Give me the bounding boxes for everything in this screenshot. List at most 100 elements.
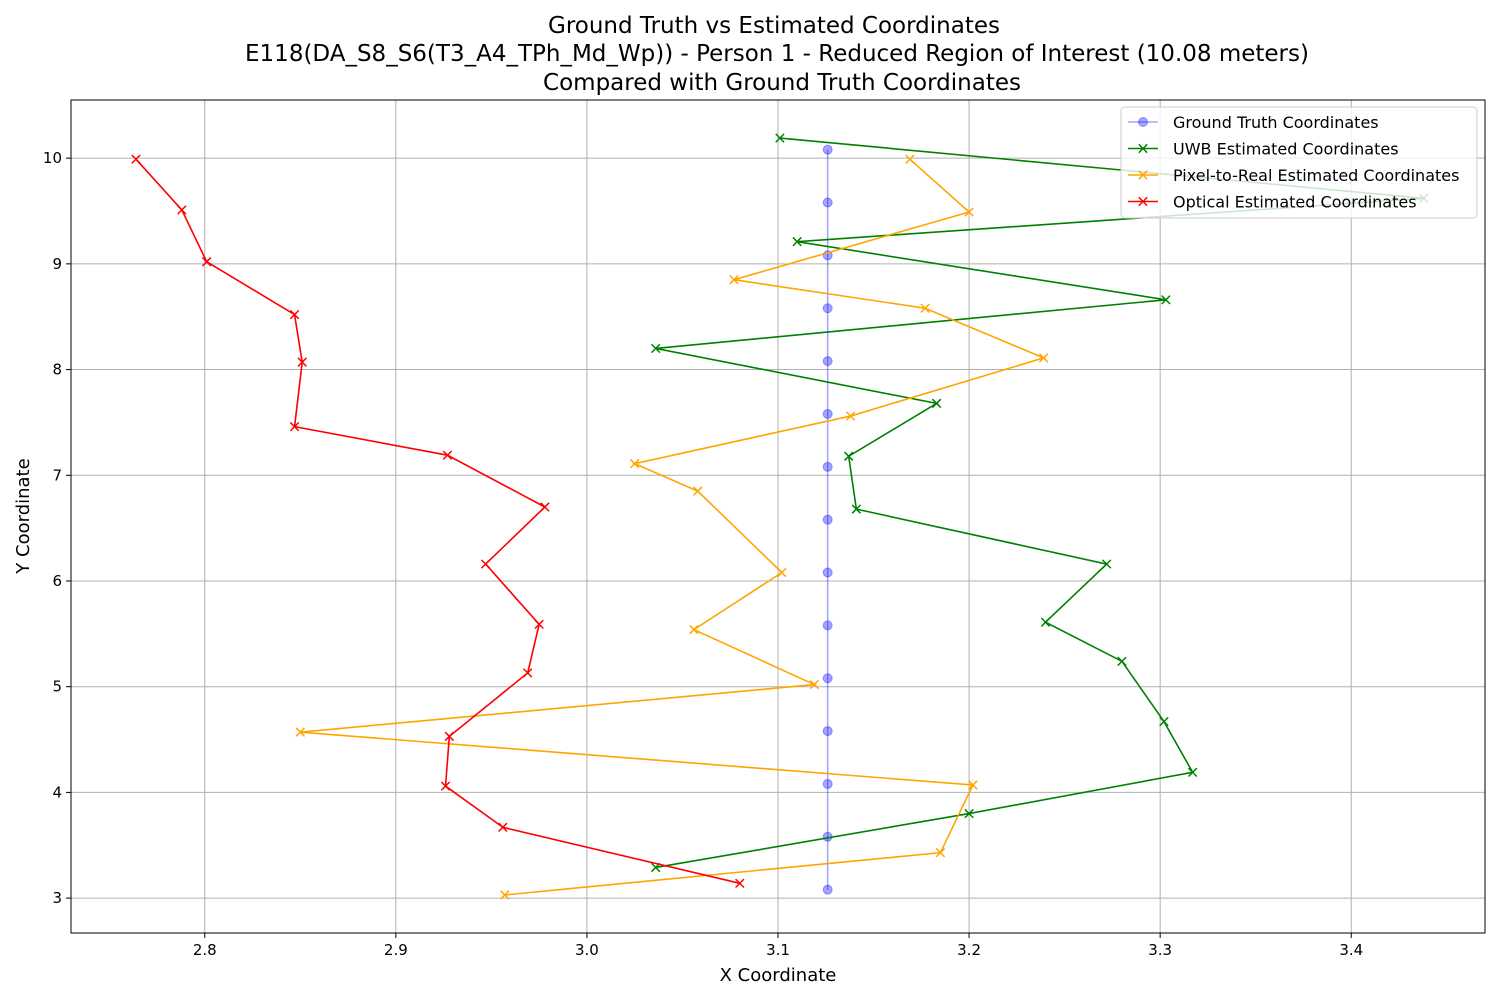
- legend-label: Ground Truth Coordinates: [1173, 113, 1379, 132]
- y-axis-ticks: 3 4 5 6 7 8 9 10: [43, 149, 71, 907]
- series-ground-truth-coordinates: [822, 144, 833, 895]
- legend-marker: [1138, 196, 1148, 207]
- y-tick-label: 5: [52, 678, 62, 696]
- y-tick-label: 4: [52, 783, 62, 801]
- data-point: [440, 781, 451, 791]
- legend-item-uwb-estimated-coordinates: UWB Estimated Coordinates: [1128, 140, 1399, 159]
- chart-title-line-2: E118(DA_S8_S6(T3_A4_TPh_Md_Wp)) - Person…: [245, 41, 1309, 67]
- legend-label: Optical Estimated Coordinates: [1173, 193, 1417, 212]
- data-point: [629, 458, 640, 469]
- data-point: [905, 154, 915, 164]
- data-point: [297, 357, 307, 367]
- y-tick-label: 9: [52, 255, 62, 273]
- data-point: [822, 620, 833, 631]
- x-tick-label: 2.8: [193, 941, 217, 959]
- x-tick-label: 3.4: [1339, 941, 1363, 959]
- data-point: [964, 207, 974, 217]
- data-point: [729, 274, 739, 285]
- data-point: [920, 303, 930, 313]
- data-point: [693, 486, 703, 496]
- chart-title-line-3: Compared with Ground Truth Coordinates: [543, 70, 1021, 96]
- grid: [71, 100, 1485, 933]
- data-point: [735, 878, 745, 889]
- data-point: [822, 197, 833, 208]
- x-axis-label: X Coordinate: [720, 965, 837, 986]
- data-point: [845, 411, 856, 421]
- data-point: [480, 559, 491, 569]
- series-layer: [131, 133, 1429, 900]
- x-tick-label: 3.3: [1148, 941, 1172, 959]
- legend-marker: [1138, 117, 1148, 127]
- y-tick-label: 3: [52, 889, 62, 907]
- data-point: [1038, 353, 1049, 363]
- chart-title-line-1: Ground Truth vs Estimated Coordinates: [548, 13, 1000, 39]
- y-tick-label: 7: [52, 466, 62, 484]
- y-tick-label: 6: [52, 572, 62, 590]
- data-point: [809, 679, 820, 690]
- data-point: [201, 257, 212, 267]
- y-tick-label: 8: [52, 361, 62, 379]
- data-point: [650, 343, 661, 354]
- data-point: [822, 567, 833, 578]
- data-point: [131, 154, 141, 164]
- data-point: [1117, 656, 1127, 667]
- data-point: [289, 309, 300, 320]
- data-point: [1187, 767, 1198, 778]
- data-point: [1040, 617, 1051, 627]
- data-point: [822, 144, 833, 155]
- data-point: [534, 619, 544, 630]
- data-point: [1101, 559, 1112, 569]
- data-point: [689, 624, 699, 635]
- x-tick-label: 3.1: [766, 941, 790, 959]
- data-point: [444, 731, 455, 742]
- legend-label: Pixel-to-Real Estimated Coordinates: [1173, 166, 1459, 185]
- series-optical-estimated-coordinates: [131, 154, 745, 889]
- data-point: [522, 668, 533, 678]
- legend-item-optical-estimated-coordinates: Optical Estimated Coordinates: [1128, 193, 1417, 212]
- data-point: [775, 133, 785, 143]
- data-point: [498, 822, 508, 833]
- legend-label: UWB Estimated Coordinates: [1173, 140, 1399, 159]
- legend-box: [1120, 106, 1478, 219]
- data-point: [777, 567, 787, 578]
- series-line: [655, 137, 1424, 869]
- data-point: [822, 726, 833, 737]
- y-tick-label: 10: [43, 149, 62, 167]
- series-line: [300, 158, 1046, 896]
- data-point: [822, 303, 833, 314]
- data-point: [822, 884, 833, 895]
- legend-item-ground-truth-coordinates: Ground Truth Coordinates: [1128, 113, 1379, 132]
- data-point: [822, 778, 833, 789]
- data-point: [968, 780, 978, 790]
- data-point: [935, 847, 946, 858]
- data-point: [931, 398, 942, 409]
- data-point: [1159, 716, 1169, 727]
- data-point: [442, 450, 453, 460]
- data-point: [500, 890, 510, 900]
- data-point: [792, 236, 802, 247]
- data-point: [1161, 295, 1171, 305]
- plot-frame: [70, 99, 1486, 934]
- data-point: [964, 808, 974, 819]
- data-point: [822, 408, 833, 419]
- legend-marker: [1138, 143, 1148, 154]
- x-tick-label: 3.0: [575, 941, 599, 959]
- data-point: [289, 421, 300, 432]
- legend-item-pixel-to-real-estimated-coordinates: Pixel-to-Real Estimated Coordinates: [1128, 166, 1459, 185]
- data-point: [851, 504, 862, 514]
- legend-marker: [1138, 170, 1148, 180]
- series-uwb-estimated-coordinates: [650, 133, 1429, 873]
- x-tick-label: 3.2: [957, 941, 981, 959]
- legend: Ground Truth Coordinates UWB Estimated Co…: [1120, 106, 1478, 219]
- x-tick-label: 2.9: [384, 941, 408, 959]
- data-point: [822, 461, 833, 472]
- x-axis-ticks: 2.8 2.9 3.0 3.1 3.2 3.3 3.4: [193, 933, 1363, 959]
- data-point: [540, 502, 550, 512]
- data-point: [822, 673, 833, 684]
- data-point: [177, 205, 187, 215]
- data-point: [295, 727, 306, 737]
- y-axis-label: Y Coordinate: [13, 458, 34, 574]
- series-pixel-to-real-estimated-coordinates: [295, 154, 1049, 900]
- data-point: [822, 356, 833, 367]
